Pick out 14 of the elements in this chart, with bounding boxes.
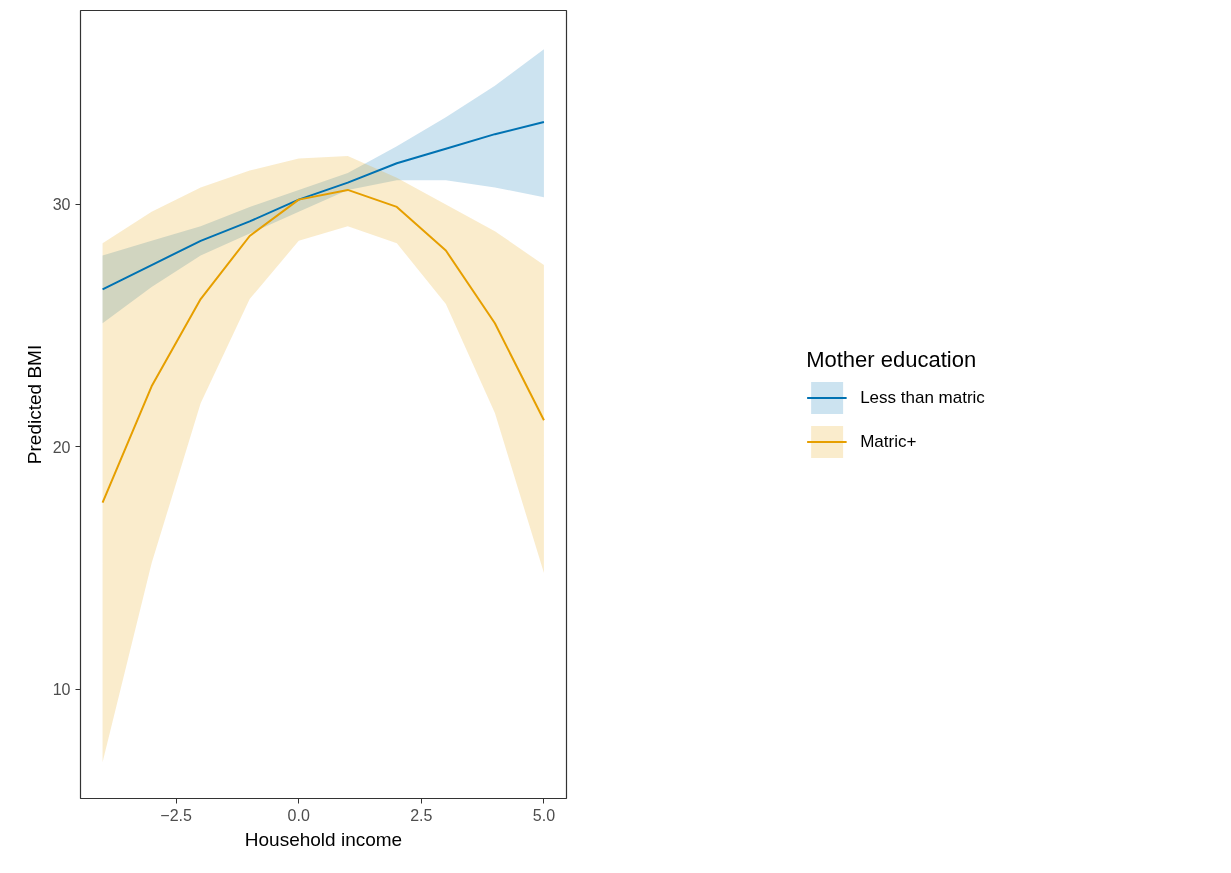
y-tick-label: 30 <box>52 196 71 214</box>
legend-label: Matric+ <box>860 431 917 452</box>
x-tick-label: 2.5 <box>410 806 433 824</box>
y-tick-label: 20 <box>52 438 71 456</box>
x-tick-label: 0.0 <box>287 806 310 824</box>
y-tick-label: 10 <box>52 681 71 699</box>
x-axis-title: Household income <box>244 828 403 850</box>
y-axis-title: Predicted BMI <box>23 344 45 465</box>
line-series <box>101 188 545 504</box>
line-series <box>101 121 545 291</box>
legend-title: Mother education <box>806 346 978 373</box>
x-tick-label: −2.5 <box>160 806 193 824</box>
legend-label: Less than matric <box>860 387 985 408</box>
x-tick-label: 5.0 <box>532 806 556 824</box>
